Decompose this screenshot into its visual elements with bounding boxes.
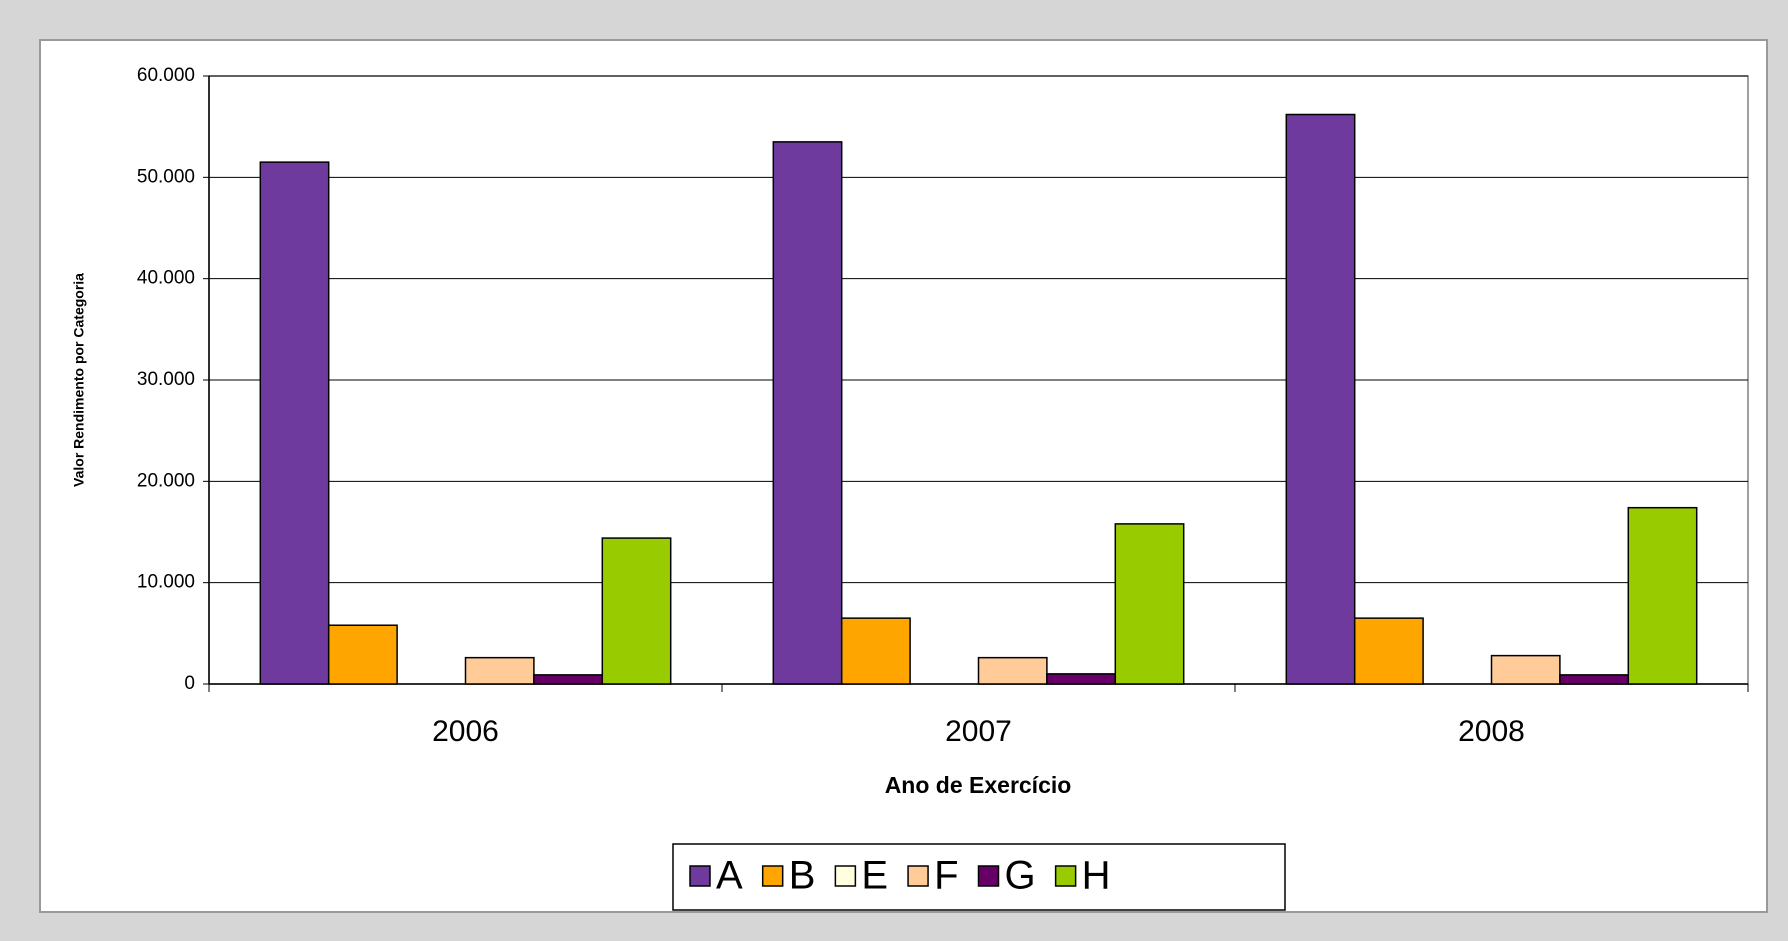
y-tick-label: 20.000 xyxy=(137,470,195,491)
y-tick-label: 60.000 xyxy=(137,65,195,86)
y-tick-label: 50.000 xyxy=(137,166,195,187)
x-tick-label: 2008 xyxy=(1458,715,1525,748)
legend-swatch xyxy=(834,865,857,887)
bar xyxy=(601,537,672,685)
legend-swatch xyxy=(761,865,784,887)
bar xyxy=(1353,617,1424,685)
legend-label: F xyxy=(934,854,958,898)
y-axis-title: Valor Rendimento por Categoria xyxy=(71,273,87,487)
bar xyxy=(1559,674,1630,685)
legend-label: G xyxy=(1005,854,1036,898)
bar xyxy=(464,656,535,685)
x-tick-label: 2006 xyxy=(432,715,499,748)
bar xyxy=(772,141,843,685)
y-tick-label: 40.000 xyxy=(137,268,195,289)
y-tick-label: 10.000 xyxy=(137,572,195,593)
legend-label: A xyxy=(716,854,743,898)
x-tick-label: 2007 xyxy=(945,715,1012,748)
legend-swatch xyxy=(689,865,711,887)
bar xyxy=(977,656,1048,685)
legend-swatch xyxy=(907,865,929,887)
bar xyxy=(1285,113,1356,685)
legend-label: B xyxy=(789,854,816,898)
legend-swatch xyxy=(1054,865,1077,887)
bar xyxy=(1627,506,1698,685)
x-axis-title: Ano de Exercício xyxy=(885,772,1072,798)
y-tick-label: 30.000 xyxy=(137,369,195,390)
bar xyxy=(327,624,398,685)
legend-swatch xyxy=(977,865,1000,887)
y-tick-label: 0 xyxy=(184,673,195,694)
bar xyxy=(533,674,604,685)
bar xyxy=(1114,523,1185,685)
legend-label: E xyxy=(861,854,888,898)
bar xyxy=(1046,673,1117,685)
bar xyxy=(1490,654,1561,685)
bar xyxy=(840,617,911,685)
bar xyxy=(259,161,330,685)
legend-label: H xyxy=(1082,854,1111,898)
